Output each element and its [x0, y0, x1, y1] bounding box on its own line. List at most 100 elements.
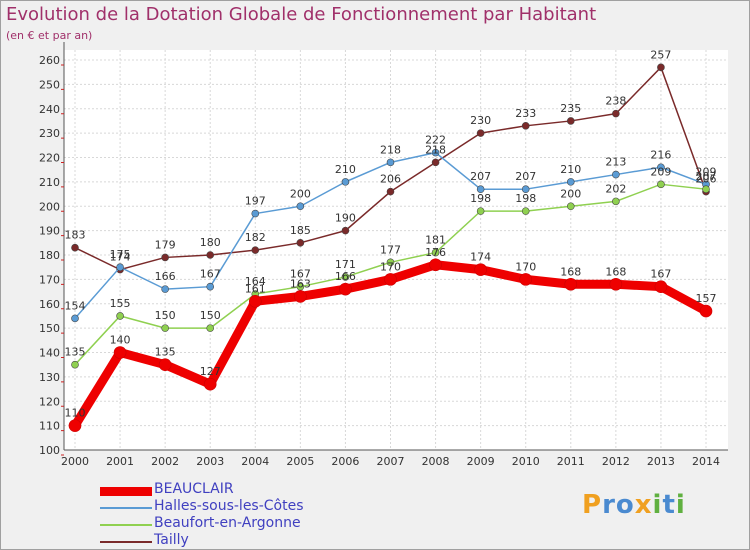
x-tick-label: 2008 [422, 455, 450, 468]
data-point [654, 280, 668, 293]
y-tick-label: 150 [39, 322, 60, 335]
legend-label: BEAUCLAIR [154, 481, 234, 497]
legend-swatch [100, 507, 152, 509]
proxiti-logo: Proxiti [582, 490, 686, 520]
data-label: 198 [470, 192, 491, 205]
x-tick-label: 2011 [557, 455, 585, 468]
data-label: 127 [200, 365, 221, 378]
y-tick-label: 210 [39, 176, 60, 189]
data-point [431, 148, 440, 157]
x-tick-label: 2012 [602, 455, 630, 468]
data-label: 183 [65, 229, 86, 242]
data-label: 176 [425, 246, 446, 259]
data-label: 181 [425, 234, 446, 247]
data-point [609, 277, 623, 291]
x-tick-label: 2009 [467, 455, 495, 468]
data-label: 171 [335, 258, 356, 271]
data-label: 233 [515, 107, 536, 120]
data-label: 238 [605, 95, 626, 108]
data-point [612, 109, 620, 118]
data-point [206, 324, 215, 332]
logo-letter: i [675, 490, 686, 520]
chart-title: Evolution de la Dotation Globale de Fonc… [6, 4, 597, 25]
data-point [657, 180, 665, 189]
data-point [431, 248, 440, 257]
data-label: 175 [110, 248, 131, 261]
data-point [71, 314, 79, 323]
x-tick-label: 2000 [61, 455, 89, 468]
data-point [161, 285, 169, 293]
data-label: 197 [245, 195, 266, 208]
data-label: 257 [650, 48, 671, 61]
data-label: 157 [696, 292, 717, 305]
data-point [341, 178, 350, 186]
data-label: 110 [65, 407, 86, 420]
data-point [699, 304, 713, 318]
data-label: 168 [605, 265, 626, 278]
data-label: 166 [155, 270, 176, 283]
x-tick-label: 2001 [106, 455, 134, 468]
data-label: 190 [335, 212, 356, 225]
data-label: 198 [515, 192, 536, 205]
data-point [296, 239, 305, 247]
x-tick-label: 2005 [286, 455, 314, 468]
data-point [566, 117, 575, 125]
y-tick-label: 100 [39, 444, 60, 457]
data-point [161, 253, 169, 262]
data-label: 167 [290, 268, 311, 281]
chart-subtitle: (en € et par an) [6, 29, 93, 42]
data-label: 179 [155, 238, 176, 251]
data-point [206, 251, 215, 259]
data-label: 207 [696, 170, 717, 183]
data-point [296, 202, 305, 211]
data-label: 230 [470, 114, 491, 127]
data-label: 150 [200, 309, 221, 322]
data-label: 167 [200, 268, 221, 281]
data-point [521, 185, 530, 193]
y-tick-label: 250 [39, 78, 60, 91]
y-tick-label: 130 [39, 371, 60, 384]
data-point [657, 63, 665, 72]
logo-letter: i [652, 490, 663, 520]
legend-label: Halles-sous-les-Côtes [154, 498, 304, 514]
data-point [657, 163, 665, 172]
data-label: 185 [290, 224, 311, 237]
data-label: 135 [155, 346, 176, 359]
data-label: 170 [515, 260, 536, 273]
data-point [431, 158, 440, 167]
data-point [521, 207, 530, 215]
data-label: 218 [425, 143, 446, 156]
data-point [702, 185, 710, 193]
data-point [476, 207, 485, 215]
x-tick-label: 2003 [196, 455, 224, 468]
data-label: 200 [290, 187, 311, 200]
data-point [612, 197, 620, 206]
data-label: 235 [560, 102, 581, 115]
data-label: 218 [380, 143, 401, 156]
data-label: 209 [696, 165, 717, 178]
data-label: 210 [560, 163, 581, 176]
legend-swatch [100, 486, 152, 496]
data-label: 216 [650, 148, 671, 161]
data-label: 182 [245, 231, 266, 244]
data-label: 140 [110, 334, 131, 347]
x-tick-label: 2007 [377, 455, 405, 468]
data-point [476, 185, 485, 193]
data-point [161, 324, 169, 332]
y-tick-label: 260 [39, 54, 60, 67]
data-point [113, 346, 127, 359]
data-point [519, 273, 533, 286]
x-tick-label: 2014 [692, 455, 720, 468]
data-point [206, 282, 215, 291]
data-label: 213 [605, 156, 626, 169]
data-label: 155 [110, 297, 131, 310]
y-tick-label: 170 [39, 273, 60, 286]
y-tick-label: 190 [39, 225, 60, 238]
data-label: 200 [560, 187, 581, 200]
data-point [386, 158, 395, 167]
data-label: 210 [335, 163, 356, 176]
data-point [251, 209, 260, 218]
data-label: 170 [380, 260, 401, 273]
legend-label: Tailly [154, 532, 189, 548]
legend-swatch [100, 524, 152, 526]
